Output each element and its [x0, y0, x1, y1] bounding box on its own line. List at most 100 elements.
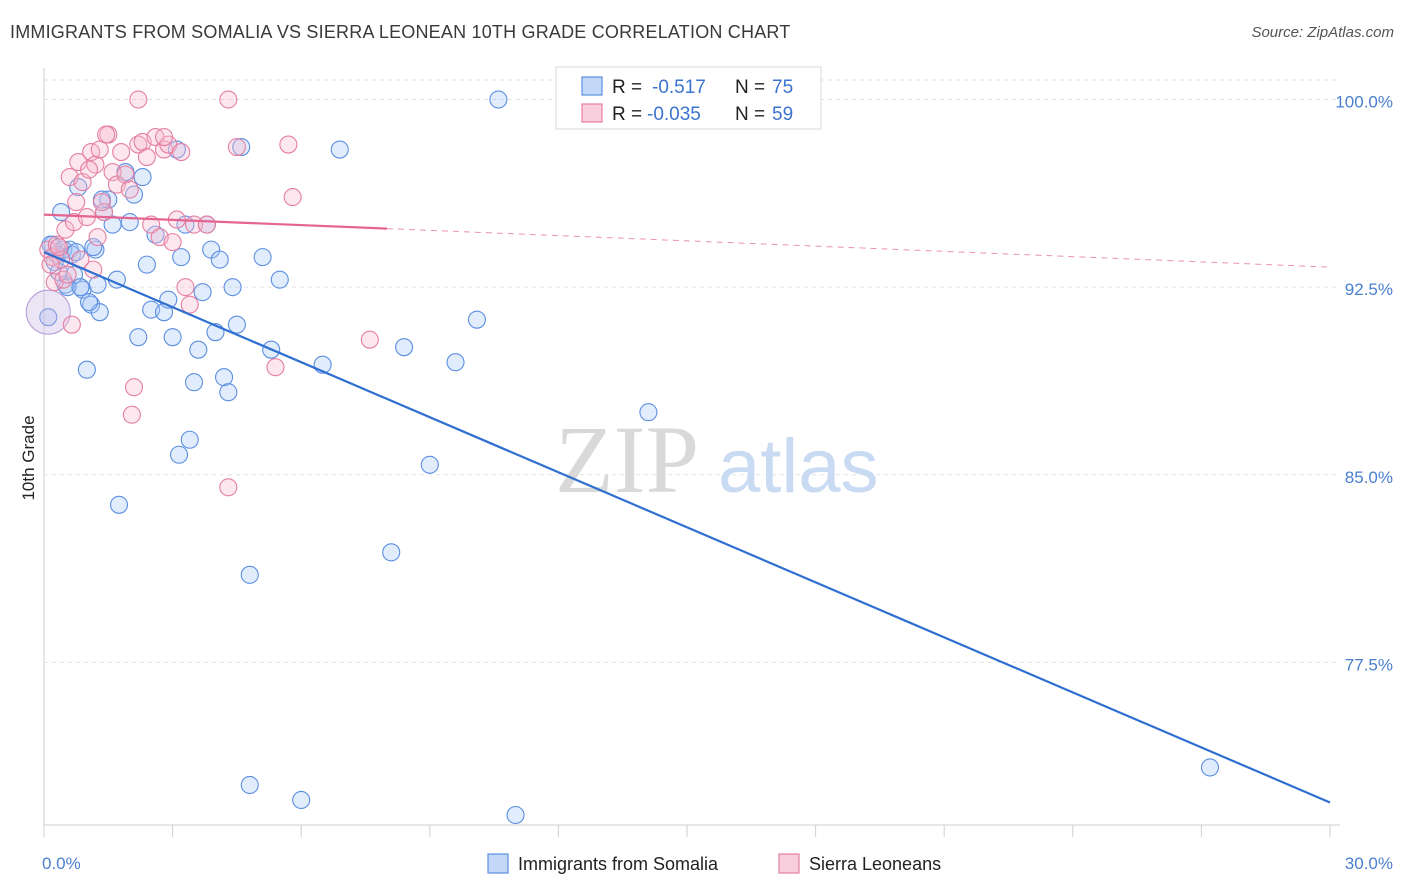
somalia-point-0 — [39, 308, 58, 327]
sierra-leonean-point-47 — [58, 265, 77, 284]
trend-line-dashed-1 — [386, 228, 1331, 268]
sierra-leonean-point-42 — [219, 478, 238, 497]
sierra-leonean-point-18 — [116, 165, 135, 184]
x-tick-labels: 0.0% 30.0% — [42, 854, 1393, 873]
sierra-leonean-point-39 — [283, 188, 302, 207]
sierra-leonean-point-53 — [88, 228, 107, 247]
source-credit: Source: ZipAtlas.com — [1251, 24, 1394, 41]
gridlines — [44, 79, 1340, 663]
somalia-point-33 — [193, 283, 212, 302]
somalia-point-44 — [169, 445, 189, 464]
watermark-atlas: atlas — [718, 424, 879, 509]
trend-line-solid-1 — [43, 213, 387, 230]
somalia-point-21 — [133, 168, 152, 187]
chart-title: IMMIGRANTS FROM SOMALIA VS SIERRA LEONEA… — [10, 22, 791, 42]
legend-n-label-1: N = — [735, 77, 765, 98]
somalia-point-42 — [232, 138, 251, 157]
somalia-point-39 — [223, 278, 242, 297]
somalia-point-49 — [270, 270, 289, 289]
x-tick-label-1: 30.0% — [1345, 854, 1393, 873]
sierra-leonean-point-41 — [360, 330, 379, 349]
sierra-leonean-point-31 — [172, 143, 191, 162]
sierra-leonean-point-49 — [67, 193, 86, 212]
somalia-point-55 — [420, 455, 439, 474]
y-tick-label-1: 92.5% — [1345, 280, 1393, 299]
somalia-point-45 — [240, 565, 259, 584]
correlation-legend: R = -0.517 N = 75 R = -0.035 N = 59 — [555, 66, 822, 130]
somalia-point-43 — [180, 430, 199, 449]
somalia-point-40 — [227, 315, 246, 334]
somalia-point-50 — [292, 790, 311, 810]
sierra-leonean-point-17 — [112, 143, 131, 162]
somalia-point-71 — [84, 238, 103, 257]
somalia-point-47 — [253, 248, 272, 267]
somalia-point-58 — [489, 90, 508, 109]
sierra-leonean-point-12 — [90, 140, 109, 159]
watermark-zip: ZIP — [555, 406, 699, 513]
sierra-leonean-point-23 — [137, 148, 156, 167]
somalia-point-56 — [446, 353, 465, 372]
somalia-point-57 — [467, 310, 487, 329]
sierra-leonean-point-58 — [197, 215, 216, 234]
sierra-leonean-point-37 — [227, 138, 246, 157]
sierra-leonean-point-35 — [129, 90, 148, 109]
bottom-legend-label-somalia: Immigrants from Somalia — [518, 854, 719, 874]
sierra-leonean-point-40 — [266, 358, 285, 377]
somalia-point-22 — [137, 255, 156, 274]
legend-r-value-1: -0.517 — [652, 77, 706, 98]
somalia-point-60 — [639, 403, 658, 422]
sierra-leonean-point-24 — [142, 215, 161, 234]
legend-r-label-1: R = — [612, 77, 642, 98]
trend-lines — [43, 213, 1331, 804]
sierra-leonean-point-32 — [176, 278, 195, 297]
sierra-leonean-point-43 — [41, 255, 60, 274]
trend-line-solid-0 — [43, 251, 1331, 804]
somalia-point-53 — [382, 543, 401, 562]
y-tick-labels: 100.0% 92.5% 85.0% 77.5% — [1335, 93, 1393, 675]
somalia-point-27 — [163, 328, 182, 347]
bottom-legend-swatch-somalia — [487, 853, 509, 874]
bottom-legend-swatch-sierra-leonean — [778, 853, 800, 874]
bottom-legend-label-sierra-leonean: Sierra Leoneans — [809, 854, 941, 874]
somalia-point-31 — [184, 373, 204, 392]
y-axis-label: 10th Grade — [19, 415, 38, 500]
legend-n-value-1: 75 — [772, 77, 793, 98]
sierra-leonean-point-2 — [47, 235, 66, 254]
sierra-leonean-point-48 — [62, 315, 81, 334]
sierra-leonean-point-56 — [122, 405, 141, 424]
sierra-leonean-point-36 — [219, 90, 238, 109]
x-tick-label-0: 0.0% — [42, 854, 81, 873]
somalia-point-9 — [77, 360, 96, 379]
sierra-leonean-point-45 — [49, 238, 69, 257]
somalia-point-38 — [214, 368, 234, 387]
sierra-leonean-point-57 — [154, 127, 174, 147]
sierra-leonean-point-20 — [124, 378, 144, 397]
series-somalia-points — [25, 90, 1220, 825]
legend-swatch-somalia — [581, 76, 603, 96]
somalia-point-29 — [172, 248, 191, 267]
somalia-point-37 — [210, 250, 229, 269]
y-tick-label-0: 100.0% — [1335, 93, 1393, 112]
y-tick-label-3: 77.5% — [1345, 655, 1393, 674]
somalia-cluster-bubble — [25, 289, 71, 335]
somalia-point-54 — [395, 338, 414, 357]
somalia-point-59 — [506, 805, 525, 825]
y-tick-label-2: 85.0% — [1345, 468, 1393, 487]
somalia-point-61 — [1200, 758, 1220, 777]
somalia-point-41 — [219, 383, 238, 402]
series-legend: Immigrants from Somalia Sierra Leoneans — [487, 853, 941, 874]
axes — [43, 68, 1340, 837]
sierra-leonean-point-54 — [92, 193, 111, 212]
legend-swatch-sierra-leonean — [581, 103, 603, 123]
somalia-point-20 — [129, 328, 148, 347]
sierra-leonean-point-51 — [79, 160, 99, 179]
somalia-point-32 — [189, 340, 208, 359]
sierra-leonean-point-38 — [279, 135, 298, 154]
legend-r-label-2: R = — [612, 104, 642, 125]
series-sierra-leonean-points — [39, 90, 379, 497]
somalia-point-18 — [120, 213, 139, 232]
legend-n-label-2: N = — [735, 104, 765, 125]
legend-n-value-2: 59 — [772, 104, 793, 125]
sierra-leonean-point-55 — [97, 125, 116, 144]
